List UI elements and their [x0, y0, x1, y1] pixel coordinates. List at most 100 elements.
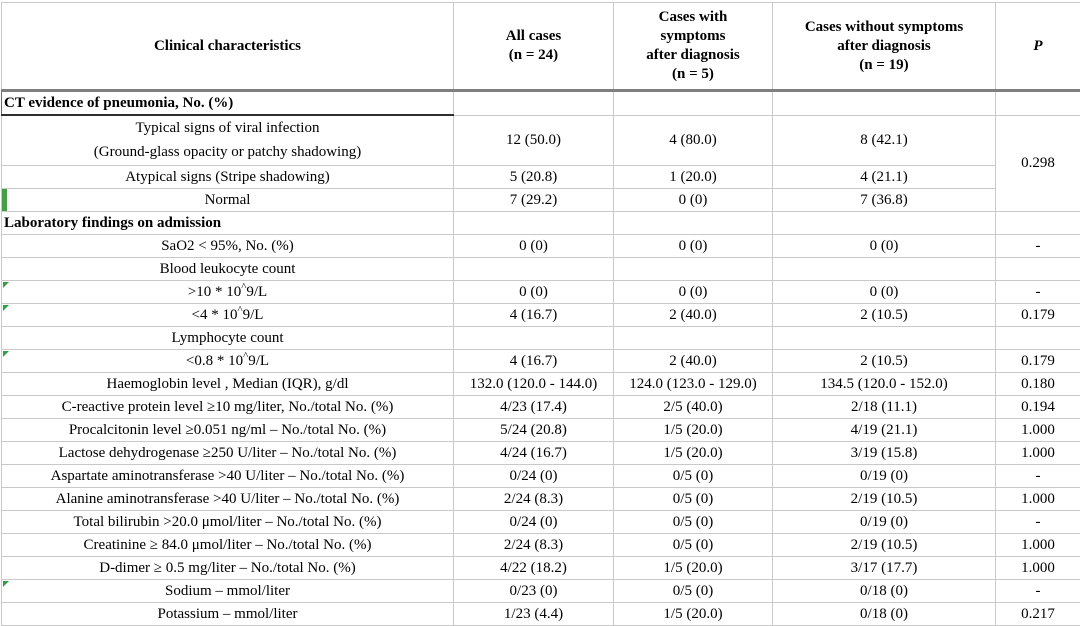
value-all-cases: 4/22 (18.2) — [454, 556, 614, 579]
value-all-cases — [454, 91, 614, 116]
value-with-symptoms: 1/5 (20.0) — [614, 441, 773, 464]
value-all-cases: 12 (50.0) — [454, 115, 614, 165]
row-label-cell: D-dimer ≥ 0.5 mg/liter – No./total No. (… — [2, 556, 454, 579]
value-all-cases: 0 (0) — [454, 280, 614, 303]
value-with-symptoms: 4 (80.0) — [614, 115, 773, 165]
value-without-symptoms: 4 (21.1) — [773, 165, 996, 188]
value-without-symptoms — [773, 91, 996, 116]
value-without-symptoms: 2 (10.5) — [773, 303, 996, 326]
value-with-symptoms: 2 (40.0) — [614, 303, 773, 326]
value-p — [996, 91, 1080, 116]
row-label-cell: C-reactive protein level ≥10 mg/liter, N… — [2, 395, 454, 418]
value-without-symptoms: 0/19 (0) — [773, 464, 996, 487]
value-without-symptoms: 2 (10.5) — [773, 349, 996, 372]
value-with-symptoms: 1/5 (20.0) — [614, 602, 773, 625]
row-label-cell: Blood leukocyte count — [2, 257, 454, 280]
value-with-symptoms: 1/5 (20.0) — [614, 556, 773, 579]
cell-error-indicator-icon — [3, 282, 9, 288]
value-without-symptoms: 8 (42.1) — [773, 115, 996, 165]
value-with-symptoms: 0 (0) — [614, 280, 773, 303]
value-with-symptoms: 1/5 (20.0) — [614, 418, 773, 441]
row-label-cell: <4 * 10^9/L — [2, 303, 454, 326]
value-all-cases: 0 (0) — [454, 234, 614, 257]
section-row: CT evidence of pneumonia, No. (%) — [2, 91, 1080, 116]
value-with-symptoms: 1 (20.0) — [614, 165, 773, 188]
value-without-symptoms — [773, 326, 996, 349]
value-p: - — [996, 280, 1080, 303]
value-with-symptoms: 0/5 (0) — [614, 510, 773, 533]
row-label-cell: Lymphocyte count — [2, 326, 454, 349]
table-row: D-dimer ≥ 0.5 mg/liter – No./total No. (… — [2, 556, 1080, 579]
value-with-symptoms: 2 (40.0) — [614, 349, 773, 372]
value-with-symptoms — [614, 257, 773, 280]
value-with-symptoms: 124.0 (123.0 - 129.0) — [614, 372, 773, 395]
value-without-symptoms: 3/19 (15.8) — [773, 441, 996, 464]
value-all-cases: 132.0 (120.0 - 144.0) — [454, 372, 614, 395]
value-p — [996, 326, 1080, 349]
value-p: 0.217 — [996, 602, 1080, 625]
value-with-symptoms: 0/5 (0) — [614, 579, 773, 602]
value-p: - — [996, 510, 1080, 533]
value-all-cases — [454, 257, 614, 280]
table-row: Lactose dehydrogenase ≥250 U/liter – No.… — [2, 441, 1080, 464]
table-row: Blood leukocyte count — [2, 257, 1080, 280]
section-row: Laboratory findings on admission — [2, 211, 1080, 234]
section-header-cell: Laboratory findings on admission — [2, 211, 454, 234]
value-p: - — [996, 464, 1080, 487]
column-header-4: P — [996, 3, 1080, 91]
row-label-cell: SaO2 < 95%, No. (%) — [2, 234, 454, 257]
value-with-symptoms: 0/5 (0) — [614, 464, 773, 487]
value-all-cases: 4 (16.7) — [454, 349, 614, 372]
value-all-cases — [454, 326, 614, 349]
value-with-symptoms: 0 (0) — [614, 188, 773, 211]
value-all-cases: 2/24 (8.3) — [454, 533, 614, 556]
value-without-symptoms: 4/19 (21.1) — [773, 418, 996, 441]
row-label-cell: >10 * 10^9/L — [2, 280, 454, 303]
value-without-symptoms: 0 (0) — [773, 280, 996, 303]
table-row: Lymphocyte count — [2, 326, 1080, 349]
value-p: 0.298 — [996, 115, 1080, 211]
superscript-caret: ^ — [237, 304, 242, 316]
table-row: Aspartate aminotransferase >40 U/liter –… — [2, 464, 1080, 487]
value-p: 1.000 — [996, 441, 1080, 464]
value-without-symptoms: 2/18 (11.1) — [773, 395, 996, 418]
value-p: 0.179 — [996, 303, 1080, 326]
value-all-cases: 0/24 (0) — [454, 510, 614, 533]
cell-error-indicator-icon — [3, 351, 9, 357]
column-header-0: Clinical characteristics — [2, 3, 454, 91]
value-with-symptoms — [614, 211, 773, 234]
row-label-cell: Total bilirubin >20.0 μmol/liter – No./t… — [2, 510, 454, 533]
row-label-cell: Creatinine ≥ 84.0 μmol/liter – No./total… — [2, 533, 454, 556]
value-p: 1.000 — [996, 556, 1080, 579]
column-header-1: All cases(n = 24) — [454, 3, 614, 91]
value-without-symptoms — [773, 257, 996, 280]
value-without-symptoms — [773, 211, 996, 234]
table-row: SaO2 < 95%, No. (%)0 (0)0 (0)0 (0)- — [2, 234, 1080, 257]
value-p: 0.180 — [996, 372, 1080, 395]
table-row: Total bilirubin >20.0 μmol/liter – No./t… — [2, 510, 1080, 533]
value-with-symptoms: 0 (0) — [614, 234, 773, 257]
value-all-cases: 4/24 (16.7) — [454, 441, 614, 464]
value-all-cases: 2/24 (8.3) — [454, 487, 614, 510]
value-all-cases: 0/24 (0) — [454, 464, 614, 487]
table-body: CT evidence of pneumonia, No. (%)Typical… — [2, 91, 1080, 626]
value-p — [996, 257, 1080, 280]
value-without-symptoms: 2/19 (10.5) — [773, 487, 996, 510]
row-label-cell: Aspartate aminotransferase >40 U/liter –… — [2, 464, 454, 487]
value-with-symptoms: 2/5 (40.0) — [614, 395, 773, 418]
value-p: 1.000 — [996, 533, 1080, 556]
value-without-symptoms: 0/18 (0) — [773, 602, 996, 625]
cell-error-indicator-icon — [3, 305, 9, 311]
row-label-cell: <0.8 * 10^9/L — [2, 349, 454, 372]
row-label-cell: Potassium – mmol/liter — [2, 602, 454, 625]
table-row: C-reactive protein level ≥10 mg/liter, N… — [2, 395, 1080, 418]
value-p: 0.179 — [996, 349, 1080, 372]
